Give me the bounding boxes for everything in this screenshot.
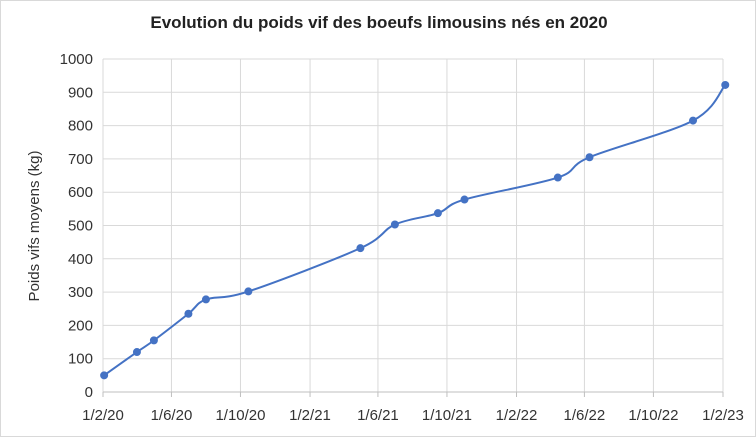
data-point [184, 309, 193, 318]
data-point [201, 295, 210, 304]
data-point [553, 173, 562, 182]
x-tick-label: 1/2/22 [496, 407, 538, 424]
y-axis-label: Poids vifs moyens (kg) [26, 151, 43, 302]
x-tick-label: 1/6/20 [151, 407, 193, 424]
data-point [433, 209, 442, 218]
x-tick-label: 1/6/21 [357, 407, 399, 424]
chart-title: Evolution du poids vif des boeufs limous… [150, 13, 608, 32]
data-point [149, 336, 158, 345]
x-tick-labels: 1/2/20 1/6/20 1/10/20 1/2/21 1/6/21 1/10/21 1/… [82, 407, 744, 424]
series-markers [100, 80, 730, 380]
x-tick-label: 1/2/20 [82, 407, 124, 424]
data-point [356, 244, 365, 253]
data-point [721, 80, 730, 89]
y-tick-label: 400 [68, 251, 93, 268]
data-point [585, 153, 594, 162]
y-tick-label: 500 [68, 218, 93, 235]
data-point [390, 220, 399, 229]
y-tick-label: 700 [68, 151, 93, 168]
series-line [103, 84, 727, 377]
x-tick-label: 1/10/21 [422, 407, 472, 424]
y-tick-label: 300 [68, 284, 93, 301]
y-tick-label: 0 [85, 384, 93, 401]
data-point [100, 371, 109, 380]
y-tick-label: 200 [68, 317, 93, 334]
y-tick-label: 900 [68, 84, 93, 101]
data-point [689, 116, 698, 125]
x-tick-label: 1/10/20 [215, 407, 265, 424]
data-point [132, 348, 141, 357]
axes [102, 391, 724, 397]
x-tick-label: 1/10/22 [628, 407, 678, 424]
y-tick-labels: 0 100 200 300 400 500 600 700 800 900 1000 [60, 51, 93, 401]
y-tick-label: 100 [68, 351, 93, 368]
data-point [244, 287, 253, 296]
x-tick-label: 1/6/22 [564, 407, 606, 424]
y-tick-label: 1000 [60, 51, 93, 68]
x-tick-label: 1/2/23 [702, 407, 744, 424]
data-point [460, 195, 469, 204]
gridlines [102, 58, 724, 392]
y-tick-label: 800 [68, 118, 93, 135]
x-tick-label: 1/2/21 [289, 407, 331, 424]
y-tick-label: 600 [68, 184, 93, 201]
